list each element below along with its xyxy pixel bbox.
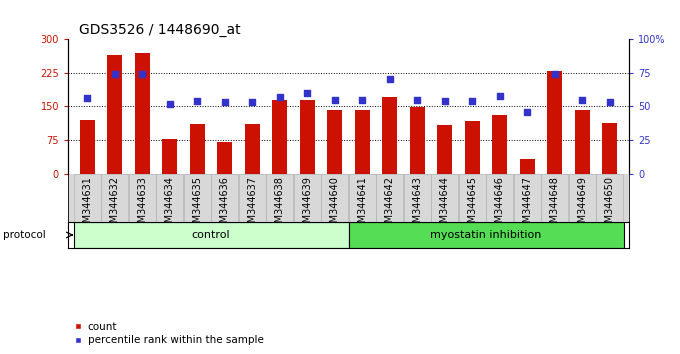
FancyBboxPatch shape	[129, 174, 156, 222]
Bar	[217, 142, 233, 174]
Text: GSM344644: GSM344644	[440, 176, 449, 235]
Text: GSM344646: GSM344646	[495, 176, 505, 235]
Point	[605, 99, 615, 105]
Bar	[73, 222, 349, 248]
Text: GSM344642: GSM344642	[385, 176, 395, 235]
FancyBboxPatch shape	[184, 174, 211, 222]
Text: GSM344650: GSM344650	[605, 176, 615, 235]
Bar	[409, 107, 425, 174]
FancyBboxPatch shape	[596, 174, 624, 222]
FancyBboxPatch shape	[431, 174, 458, 222]
Point	[302, 90, 313, 96]
Point	[412, 97, 423, 103]
Point	[82, 96, 92, 101]
Point	[192, 98, 203, 104]
Text: GSM344648: GSM344648	[549, 176, 560, 235]
Bar	[272, 100, 288, 174]
Bar	[575, 110, 590, 174]
Bar	[349, 222, 624, 248]
Bar	[190, 124, 205, 174]
Text: GSM344639: GSM344639	[302, 176, 312, 235]
FancyBboxPatch shape	[239, 174, 266, 222]
FancyBboxPatch shape	[403, 174, 431, 222]
Point	[549, 71, 560, 77]
Text: GSM344638: GSM344638	[275, 176, 285, 235]
FancyBboxPatch shape	[73, 174, 101, 222]
Point	[439, 98, 450, 104]
Point	[247, 99, 258, 105]
Bar	[245, 124, 260, 174]
Text: GSM344649: GSM344649	[577, 176, 588, 235]
Text: GSM344640: GSM344640	[330, 176, 340, 235]
Text: GSM344635: GSM344635	[192, 176, 202, 235]
Point	[274, 94, 285, 100]
Point	[165, 101, 175, 107]
FancyBboxPatch shape	[294, 174, 321, 222]
Bar	[464, 121, 480, 174]
Bar	[135, 53, 150, 174]
Text: myostatin inhibition: myostatin inhibition	[430, 230, 542, 240]
Point	[466, 98, 477, 104]
Point	[137, 71, 148, 77]
Text: GSM344636: GSM344636	[220, 176, 230, 235]
Point	[329, 97, 340, 103]
Bar	[80, 120, 95, 174]
Point	[577, 97, 588, 103]
FancyBboxPatch shape	[349, 174, 376, 222]
Point	[522, 109, 532, 115]
Bar	[437, 125, 452, 174]
Text: control: control	[192, 230, 231, 240]
Bar	[547, 71, 562, 174]
Text: GSM344647: GSM344647	[522, 176, 532, 235]
Bar	[300, 100, 315, 174]
Bar	[602, 123, 617, 174]
FancyBboxPatch shape	[513, 174, 541, 222]
Bar	[355, 110, 370, 174]
Text: GSM344637: GSM344637	[248, 176, 257, 235]
FancyBboxPatch shape	[541, 174, 568, 222]
Point	[109, 71, 120, 77]
Text: GSM344645: GSM344645	[467, 176, 477, 235]
FancyBboxPatch shape	[266, 174, 294, 222]
Text: GSM344631: GSM344631	[82, 176, 92, 235]
FancyBboxPatch shape	[458, 174, 486, 222]
FancyBboxPatch shape	[211, 174, 239, 222]
Point	[220, 99, 231, 105]
FancyBboxPatch shape	[156, 174, 184, 222]
Legend: count, percentile rank within the sample: count, percentile rank within the sample	[73, 322, 264, 345]
Text: GSM344634: GSM344634	[165, 176, 175, 235]
FancyBboxPatch shape	[568, 174, 596, 222]
Bar	[520, 159, 534, 174]
Point	[494, 93, 505, 98]
Text: GSM344643: GSM344643	[412, 176, 422, 235]
Text: GSM344632: GSM344632	[109, 176, 120, 235]
Bar	[492, 115, 507, 174]
FancyBboxPatch shape	[101, 174, 129, 222]
Text: GSM344633: GSM344633	[137, 176, 148, 235]
Bar	[107, 55, 122, 174]
Text: GDS3526 / 1448690_at: GDS3526 / 1448690_at	[79, 23, 241, 36]
Bar	[382, 97, 397, 174]
Text: protocol: protocol	[3, 230, 46, 240]
Text: GSM344641: GSM344641	[357, 176, 367, 235]
Bar	[327, 110, 342, 174]
FancyBboxPatch shape	[321, 174, 348, 222]
Bar	[163, 139, 177, 174]
Point	[357, 97, 368, 103]
FancyBboxPatch shape	[486, 174, 513, 222]
FancyBboxPatch shape	[376, 174, 403, 222]
Point	[384, 76, 395, 82]
